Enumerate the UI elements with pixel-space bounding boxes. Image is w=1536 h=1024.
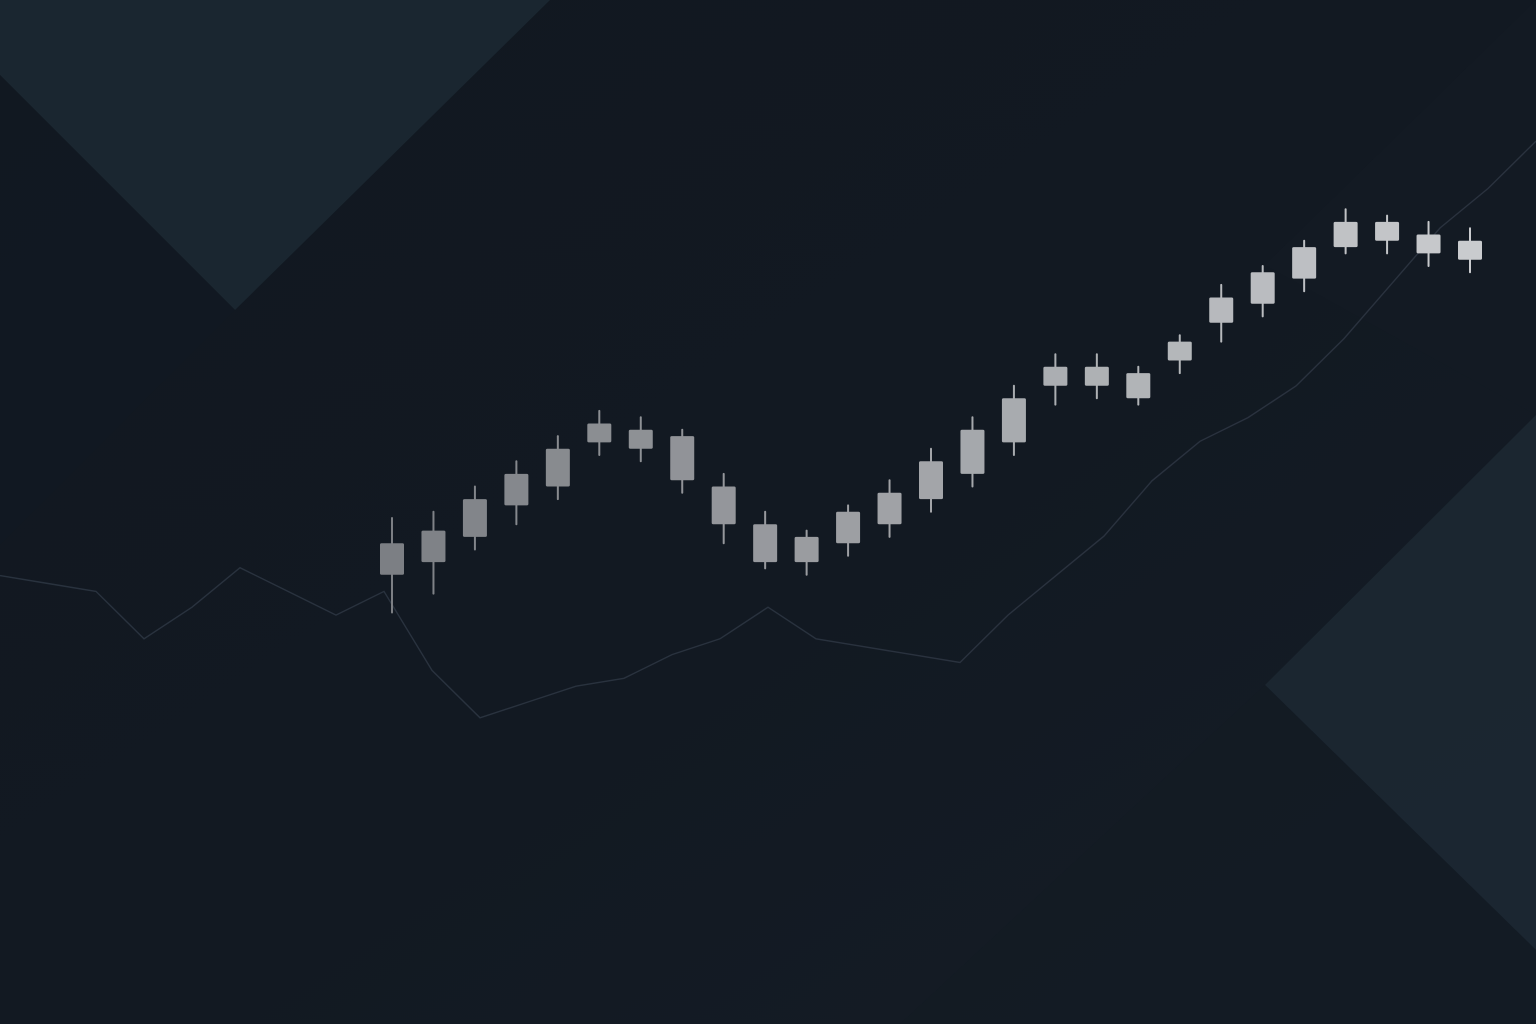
candle-body (1375, 221, 1400, 241)
top-left-panel (0, 0, 550, 310)
candle-body (628, 429, 653, 449)
candle-body (380, 543, 404, 575)
candle-body (545, 448, 570, 487)
candle-body (1250, 272, 1275, 304)
candle-body (670, 436, 695, 481)
upper-left-shadow (0, 75, 235, 545)
candle-body (421, 530, 446, 563)
candle-body (836, 511, 861, 544)
candle-body (504, 473, 529, 506)
candle-body (1084, 366, 1109, 386)
candle-body (1292, 247, 1317, 279)
lower-right-panel (1265, 415, 1536, 950)
trend-line (0, 140, 1536, 719)
bottom-right-panel (900, 685, 1536, 1024)
candle-body (960, 429, 985, 474)
candle-body (587, 423, 612, 443)
candle-body (1416, 234, 1441, 254)
candle-body (753, 524, 778, 563)
candle-body (1126, 373, 1151, 399)
candle-body (1333, 221, 1358, 248)
candle-body (1001, 398, 1026, 443)
candle-body (1167, 341, 1192, 361)
candle-body (1458, 240, 1482, 260)
candle-body (919, 461, 943, 500)
candle-body (877, 492, 902, 525)
candle-body (462, 499, 487, 537)
candle-body (794, 536, 819, 563)
candle-body (1209, 297, 1234, 323)
trend-line-layer (0, 140, 1536, 719)
right-edge-accent (1265, 0, 1536, 415)
candles-layer (380, 208, 1482, 614)
candle-body (711, 486, 736, 525)
candle-body (1043, 366, 1068, 386)
